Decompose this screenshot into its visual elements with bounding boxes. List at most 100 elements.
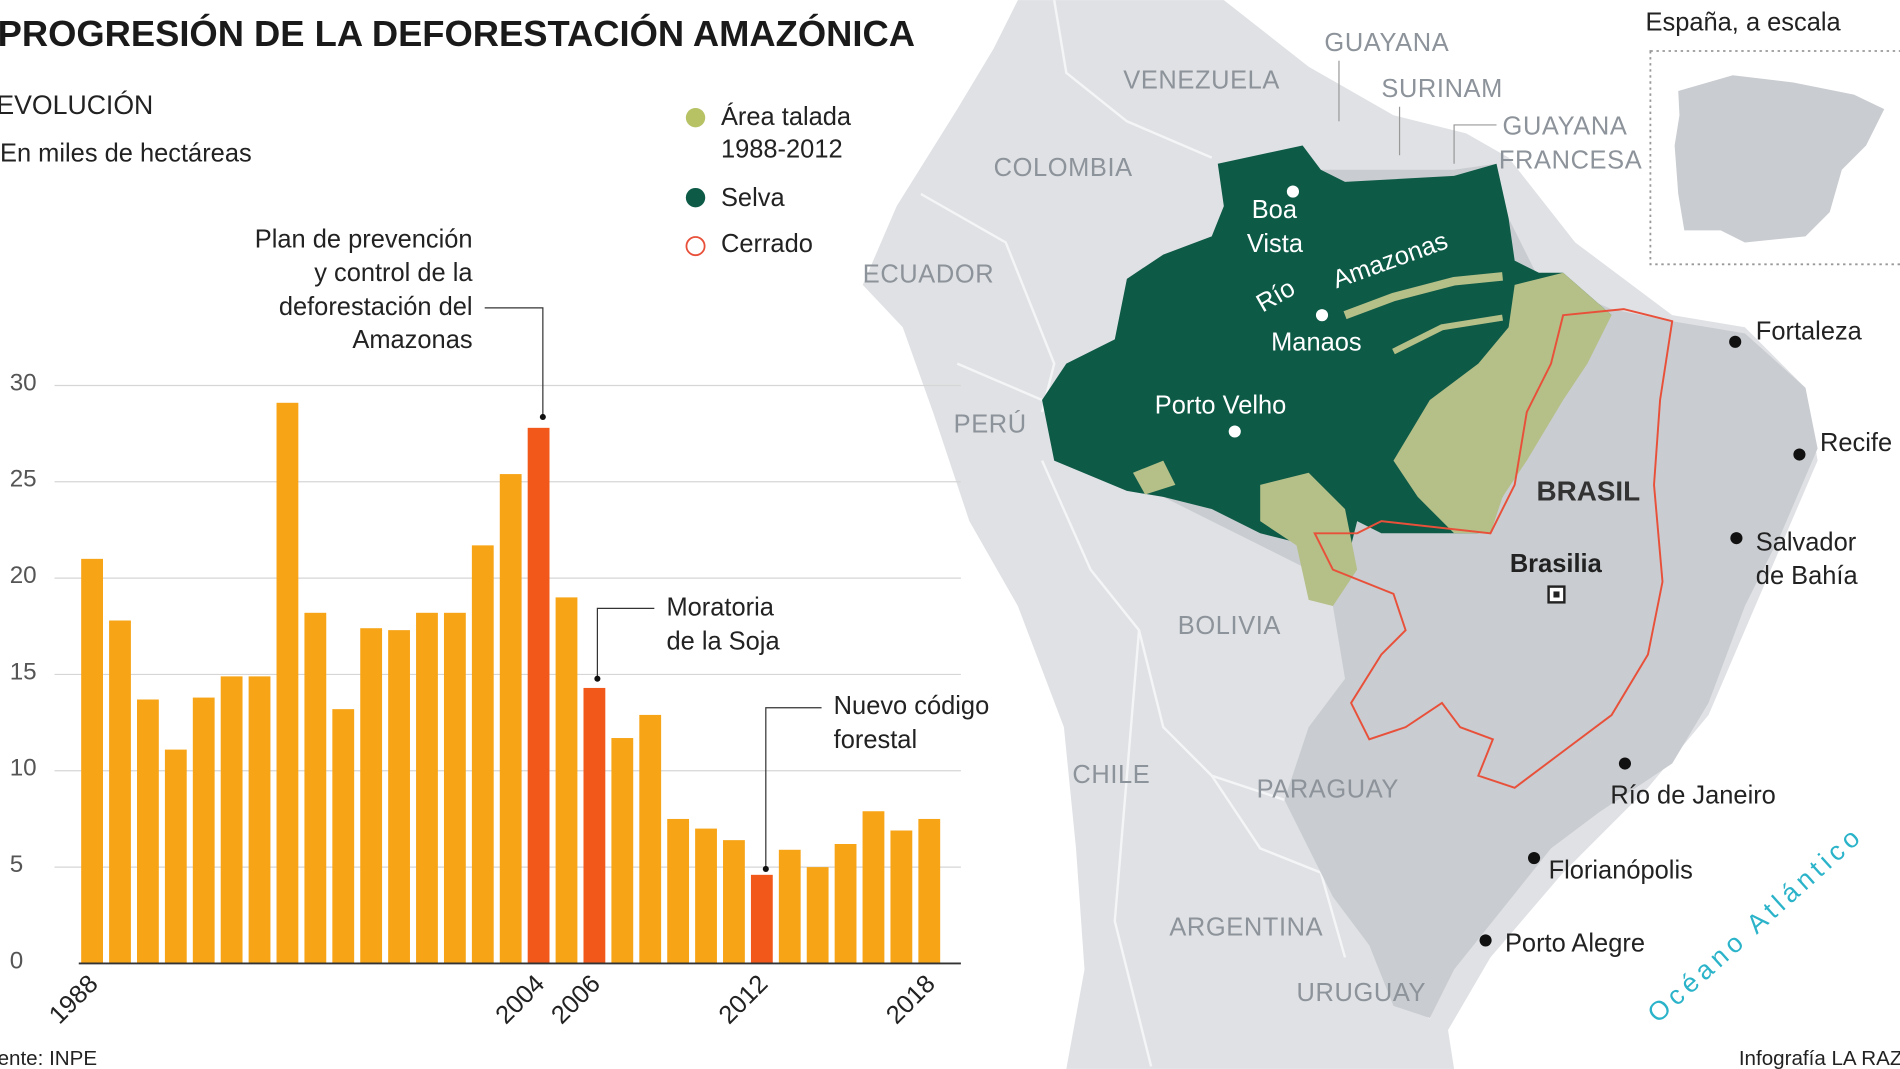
bar-2017 xyxy=(890,830,913,964)
bar-2011 xyxy=(723,840,745,964)
annotation-moratoria-line-1: Moratoria xyxy=(666,594,774,622)
credit-label: Infografía LA RAZÓN xyxy=(1739,1047,1900,1069)
label-argentina: ARGENTINA xyxy=(1169,914,1323,942)
bar-2002 xyxy=(471,545,494,964)
y-tick-label: 5 xyxy=(10,851,23,878)
x-tick-label: 2018 xyxy=(881,970,941,1030)
bar-1989 xyxy=(109,620,131,964)
bar-2016 xyxy=(862,811,885,964)
label-guayana: GUAYANA xyxy=(1324,29,1449,57)
city-fortaleza: Fortaleza xyxy=(1756,317,1863,345)
y-tick-label: 25 xyxy=(10,466,37,493)
city-recife: Recife xyxy=(1820,429,1892,457)
capital-marker-icon xyxy=(1547,585,1566,604)
city-salvador-2: de Bahía xyxy=(1756,562,1859,590)
bar-1998 xyxy=(360,628,383,964)
label-paraguay: PARAGUAY xyxy=(1257,775,1399,803)
bar-1995 xyxy=(276,402,299,964)
bar-2006 xyxy=(583,687,606,964)
y-tick-label: 30 xyxy=(10,369,37,396)
x-tick-label: 1988 xyxy=(44,970,104,1030)
y-tick-label: 15 xyxy=(10,658,37,685)
legend-cerrado-ring-icon xyxy=(685,236,706,257)
label-ecuador: ECUADOR xyxy=(863,260,994,288)
legend-selva-label: Selva xyxy=(721,184,785,212)
legend-selva-dot-icon xyxy=(685,187,706,208)
ocean-label: Océano Atlántico xyxy=(1642,820,1869,1029)
city-porto-velho: Porto Velho xyxy=(1155,391,1287,419)
bar-2009 xyxy=(667,818,690,964)
bar-2004 xyxy=(527,427,550,964)
bar-1997 xyxy=(332,709,355,964)
bar-2001 xyxy=(443,612,466,964)
legend-deforested-label-2: 1988-2012 xyxy=(721,136,843,164)
annotation-codigo-line-2: forestal xyxy=(834,726,917,754)
legend-deforested-label-1: Área talada xyxy=(721,102,852,131)
label-uruguay: URUGUAY xyxy=(1297,979,1427,1007)
city-rio-de-janeiro: Río de Janeiro xyxy=(1610,782,1775,810)
legend: Área talada 1988-2012 Selva Cerrado xyxy=(685,102,852,258)
bar-1991 xyxy=(164,749,187,964)
bar-2005 xyxy=(555,597,578,964)
legend-cerrado-label: Cerrado xyxy=(721,230,813,258)
bar-2014 xyxy=(806,867,829,964)
bar-2003 xyxy=(499,474,522,964)
city-florianopolis: Florianópolis xyxy=(1549,857,1693,885)
label-brasil: BRASIL xyxy=(1536,476,1640,507)
bar-2015 xyxy=(834,844,857,964)
cerrado-outline xyxy=(1313,308,1674,789)
y-tick-label: 0 xyxy=(10,947,23,974)
y-tick-label: 10 xyxy=(10,755,37,782)
annotation-plan-line-3: deforestación del xyxy=(279,293,473,321)
annotation-moratoria-line-2: de la Soja xyxy=(666,628,780,656)
label-brasilia: Brasilia xyxy=(1510,550,1603,578)
bar-2010 xyxy=(695,828,717,964)
city-porto-alegre: Porto Alegre xyxy=(1505,929,1645,957)
country-labels: VENEZUELA GUAYANA SURINAM GUAYANA FRANCE… xyxy=(863,29,1642,1007)
city-vista: Vista xyxy=(1247,230,1304,258)
bar-2012 xyxy=(750,874,773,964)
bar-1996 xyxy=(304,612,327,964)
label-colombia: COLOMBIA xyxy=(994,154,1133,182)
label-surinam: SURINAM xyxy=(1381,75,1503,103)
annotation-plan-line-1: Plan de prevención xyxy=(255,225,473,253)
label-guayana-francesa-1: GUAYANA xyxy=(1503,113,1628,141)
bar-1992 xyxy=(192,697,215,964)
inset-title: España, a escala xyxy=(1646,8,1842,36)
label-bolivia: BOLIVIA xyxy=(1178,612,1281,640)
map: España, a escala VENEZUELA GUAYANA SURIN… xyxy=(862,0,1900,1069)
bar-2008 xyxy=(639,714,662,964)
city-salvador-1: Salvador xyxy=(1756,528,1857,556)
city-manaos: Manaos xyxy=(1271,328,1361,356)
bar-1990 xyxy=(136,699,159,964)
bar-1988 xyxy=(81,558,103,964)
city-boa: Boa xyxy=(1252,196,1298,224)
units-label: En miles de hectáreas xyxy=(0,139,252,167)
source-label: ente: INPE xyxy=(0,1047,97,1069)
bar-1994 xyxy=(248,676,271,964)
label-chile: CHILE xyxy=(1072,761,1150,789)
annotation-plan: Plan de prevención y control de la defor… xyxy=(255,225,546,420)
bar-2018 xyxy=(918,818,941,964)
bar-1993 xyxy=(220,676,243,964)
bar-1999 xyxy=(388,630,410,964)
annotation-plan-line-4: Amazonas xyxy=(352,326,472,354)
label-peru: PERÚ xyxy=(954,410,1027,439)
spain-inset: España, a escala xyxy=(1646,8,1900,266)
bar-2000 xyxy=(416,612,438,964)
coastal-cities: Fortaleza Recife Salvador de Bahía Río d… xyxy=(1479,317,1892,957)
bar-2013 xyxy=(778,849,801,964)
x-tick-label: 2012 xyxy=(714,970,774,1030)
annotation-plan-line-2: y control de la xyxy=(314,259,473,287)
label-guayana-francesa-2: FRANCESA xyxy=(1499,147,1642,175)
annotation-moratoria: Moratoria de la Soja xyxy=(594,594,780,682)
spain-shape xyxy=(1674,75,1885,243)
annotation-codigo: Nuevo código forestal xyxy=(762,692,990,872)
legend-deforested-dot-icon xyxy=(685,107,706,128)
x-tick-label: 2006 xyxy=(546,970,606,1030)
annotation-codigo-line-1: Nuevo código xyxy=(834,692,990,720)
section-title: EVOLUCIÓN xyxy=(0,90,153,120)
page-title: PROGRESIÓN DE LA DEFORESTACIÓN AMAZÓNICA xyxy=(0,12,915,54)
